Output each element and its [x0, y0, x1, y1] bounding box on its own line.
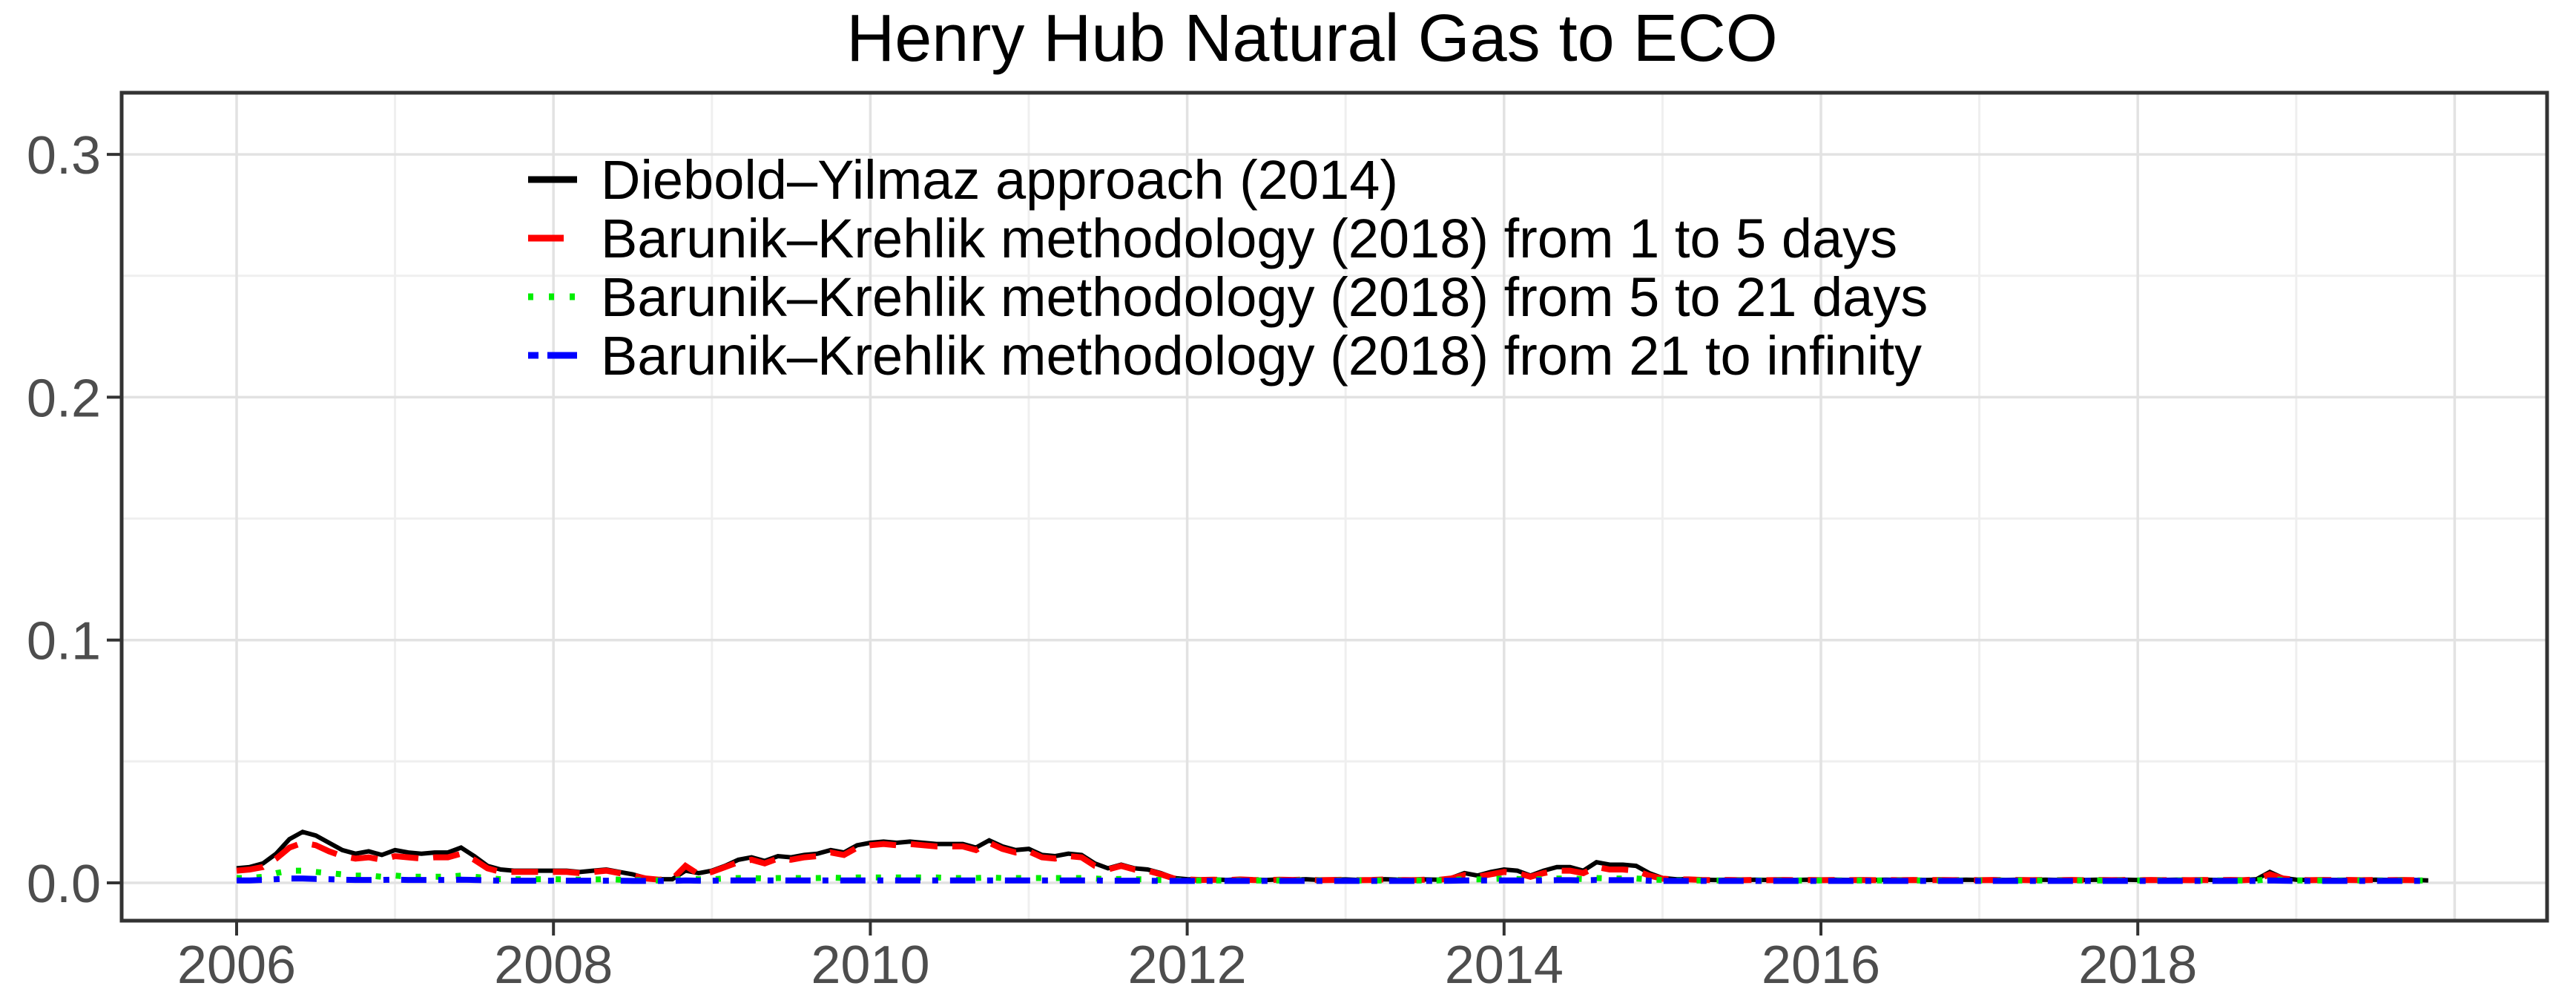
legend-label-barunik-krehlik-5-21: Barunik–Krehlik methodology (2018) from … — [601, 266, 1928, 328]
x-tick-label-2014: 2014 — [1445, 936, 1564, 995]
x-tick-label-2018: 2018 — [2078, 936, 2197, 995]
panel-border — [119, 91, 2549, 923]
legend-label-diebold-yilmaz: Diebold–Yilmaz approach (2014) — [601, 149, 1398, 211]
x-tick-label-2016: 2016 — [1762, 936, 1880, 995]
y-tick-label-0.1: 0.1 — [27, 612, 101, 671]
x-tick-label-2006: 2006 — [177, 936, 296, 995]
series-line-barunik-krehlik-21-inf — [237, 875, 2428, 884]
chart-title: Henry Hub Natural Gas to ECO — [846, 1, 1777, 76]
series-line-barunik-krehlik-1-5 — [236, 839, 2428, 884]
x-tick-label-2010: 2010 — [811, 936, 929, 995]
y-tick-label-0.3: 0.3 — [27, 126, 101, 185]
x-tick-label-2008: 2008 — [494, 936, 613, 995]
y-tick-label-0.0: 0.0 — [27, 855, 101, 914]
legend-label-barunik-krehlik-1-5: Barunik–Krehlik methodology (2018) from … — [601, 208, 1897, 269]
legend-label-barunik-krehlik-21-inf: Barunik–Krehlik methodology (2018) from … — [601, 325, 1922, 387]
x-tick-label-2012: 2012 — [1128, 936, 1247, 995]
y-tick-label-0.2: 0.2 — [27, 369, 101, 428]
